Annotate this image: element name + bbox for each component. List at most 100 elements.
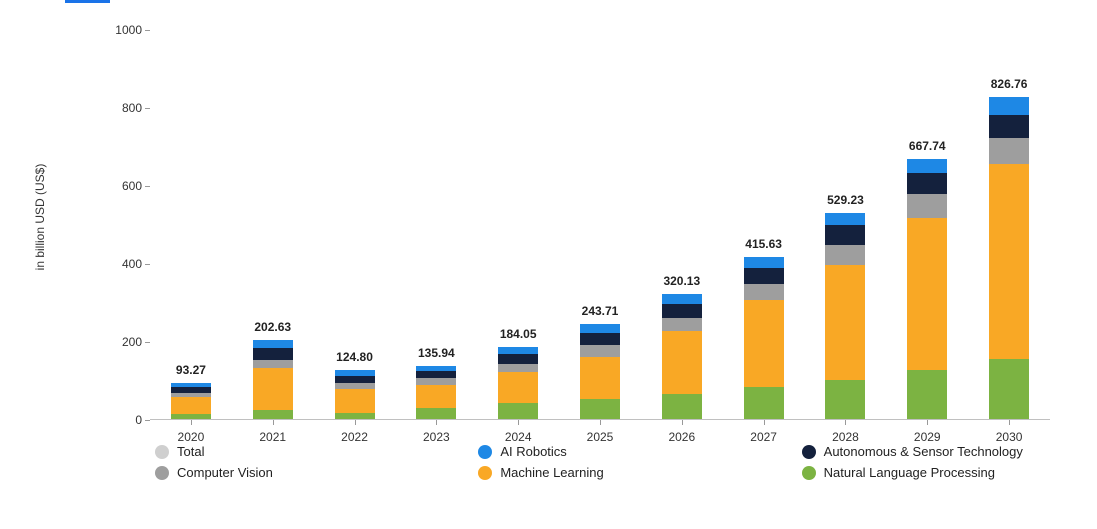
bar-segment bbox=[825, 245, 865, 265]
bar-segment bbox=[907, 370, 947, 419]
bar-total-label: 124.80 bbox=[335, 350, 375, 368]
bar-segment bbox=[662, 394, 702, 419]
bar-segment bbox=[744, 284, 784, 300]
x-tick-label: 2027 bbox=[750, 430, 777, 444]
bar-segment bbox=[989, 359, 1029, 419]
bar-segment bbox=[498, 372, 538, 403]
bar-group: 184.05 bbox=[498, 347, 538, 419]
y-tick bbox=[145, 186, 150, 187]
bar-segment bbox=[662, 304, 702, 318]
x-tick-label: 2024 bbox=[505, 430, 532, 444]
bar-group: 529.23 bbox=[825, 213, 865, 419]
plot-area: 0200400600800100093.272020202.632021124.… bbox=[150, 30, 1050, 420]
y-axis-label: in billion USD (US$) bbox=[33, 164, 47, 271]
bar-total-label: 243.71 bbox=[580, 304, 620, 322]
bar-segment bbox=[662, 318, 702, 332]
bar-segment bbox=[744, 268, 784, 284]
y-tick bbox=[145, 108, 150, 109]
x-tick bbox=[682, 420, 683, 425]
bar-group: 93.27 bbox=[171, 383, 211, 419]
bar-segment bbox=[171, 414, 211, 419]
x-tick bbox=[273, 420, 274, 425]
x-tick-label: 2030 bbox=[996, 430, 1023, 444]
bar-total-label: 135.94 bbox=[416, 346, 456, 364]
bar-group: 320.13 bbox=[662, 294, 702, 419]
bar-group: 135.94 bbox=[416, 366, 456, 419]
legend-swatch bbox=[802, 445, 816, 459]
bar-segment bbox=[744, 387, 784, 419]
bar-segment bbox=[253, 410, 293, 419]
x-tick-label: 2023 bbox=[423, 430, 450, 444]
bar-total-label: 667.74 bbox=[907, 139, 947, 157]
x-tick-label: 2028 bbox=[832, 430, 859, 444]
legend-swatch bbox=[155, 445, 169, 459]
x-tick bbox=[600, 420, 601, 425]
y-tick bbox=[145, 420, 150, 421]
bar-group: 667.74 bbox=[907, 159, 947, 419]
bar-segment bbox=[989, 97, 1029, 115]
bar-segment bbox=[253, 360, 293, 369]
bar-segment bbox=[907, 159, 947, 173]
bar-segment bbox=[580, 399, 620, 419]
bar-total-label: 202.63 bbox=[253, 320, 293, 338]
bar-segment bbox=[335, 413, 375, 419]
legend-label: Total bbox=[177, 444, 204, 459]
legend-item[interactable]: Computer Vision bbox=[155, 465, 458, 480]
bar-segment bbox=[825, 213, 865, 226]
x-tick bbox=[518, 420, 519, 425]
legend-label: Machine Learning bbox=[500, 465, 603, 480]
bar-segment bbox=[662, 331, 702, 393]
legend: Total AI Robotics Autonomous & Sensor Tech… bbox=[155, 444, 1097, 480]
bar-segment bbox=[744, 257, 784, 269]
x-tick bbox=[927, 420, 928, 425]
x-tick-label: 2026 bbox=[668, 430, 695, 444]
x-tick bbox=[1009, 420, 1010, 425]
legend-item[interactable]: Machine Learning bbox=[478, 465, 781, 480]
bar-segment bbox=[907, 194, 947, 218]
bar-total-label: 415.63 bbox=[744, 237, 784, 255]
x-tick bbox=[436, 420, 437, 425]
bar-total-label: 826.76 bbox=[989, 77, 1029, 95]
legend-item[interactable]: AI Robotics bbox=[478, 444, 781, 459]
bar-group: 415.63 bbox=[744, 257, 784, 419]
x-tick-label: 2021 bbox=[259, 430, 286, 444]
legend-swatch bbox=[478, 445, 492, 459]
bar-segment bbox=[171, 397, 211, 414]
bar-group: 826.76 bbox=[989, 97, 1029, 419]
bar-segment bbox=[335, 389, 375, 413]
legend-item[interactable]: Natural Language Processing bbox=[802, 465, 1097, 480]
x-tick-label: 2025 bbox=[587, 430, 614, 444]
legend-item[interactable]: Total bbox=[155, 444, 458, 459]
legend-swatch bbox=[478, 466, 492, 480]
legend-label: Natural Language Processing bbox=[824, 465, 995, 480]
legend-swatch bbox=[155, 466, 169, 480]
bar-group: 243.71 bbox=[580, 324, 620, 419]
bar-segment bbox=[416, 385, 456, 408]
bar-segment bbox=[580, 357, 620, 400]
bar-segment bbox=[825, 265, 865, 380]
bar-segment bbox=[580, 333, 620, 345]
x-tick bbox=[191, 420, 192, 425]
active-tab-indicator bbox=[65, 0, 110, 3]
y-tick bbox=[145, 30, 150, 31]
bar-segment bbox=[335, 376, 375, 383]
x-tick bbox=[845, 420, 846, 425]
bar-segment bbox=[989, 164, 1029, 359]
bar-total-label: 320.13 bbox=[662, 274, 702, 292]
bar-segment bbox=[498, 347, 538, 354]
bar-group: 124.80 bbox=[335, 370, 375, 419]
bar-segment bbox=[498, 354, 538, 363]
bar-segment bbox=[580, 345, 620, 357]
x-tick-label: 2020 bbox=[178, 430, 205, 444]
bar-segment bbox=[989, 138, 1029, 163]
x-tick-label: 2022 bbox=[341, 430, 368, 444]
chart-container: in billion USD (US$) 0200400600800100093… bbox=[40, 20, 1060, 480]
x-tick bbox=[355, 420, 356, 425]
bar-segment bbox=[253, 368, 293, 410]
legend-label: Autonomous & Sensor Technology bbox=[824, 444, 1023, 459]
legend-swatch bbox=[802, 466, 816, 480]
bar-total-label: 529.23 bbox=[825, 193, 865, 211]
bar-segment bbox=[825, 225, 865, 245]
bar-segment bbox=[253, 348, 293, 360]
legend-item[interactable]: Autonomous & Sensor Technology bbox=[802, 444, 1097, 459]
